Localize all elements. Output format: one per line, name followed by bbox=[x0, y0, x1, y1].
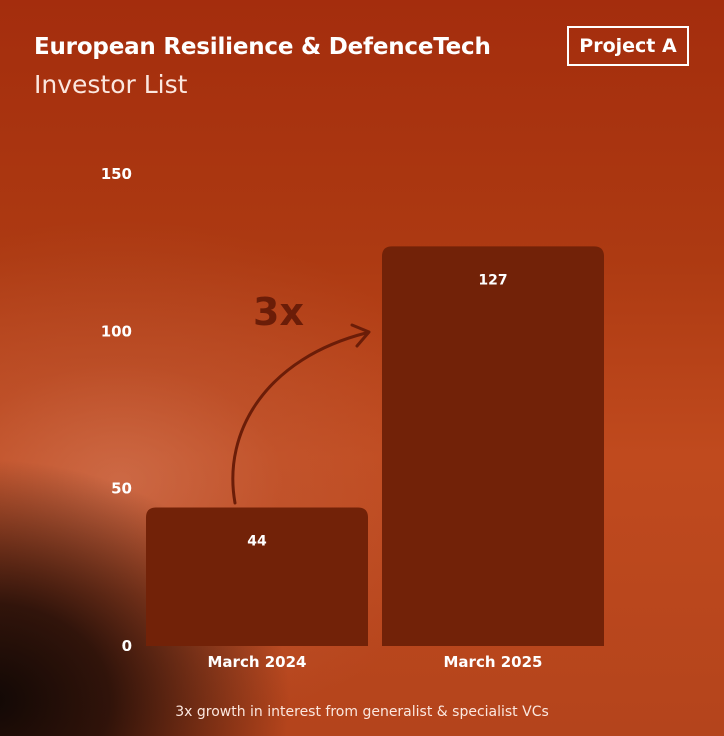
bar bbox=[382, 246, 604, 646]
project-badge: Project A bbox=[567, 26, 689, 66]
chart-subtitle: Investor List bbox=[34, 70, 188, 99]
chart-title: European Resilience & DefenceTech bbox=[34, 34, 491, 60]
y-tick-label: 50 bbox=[111, 480, 132, 498]
chart-caption: 3x growth in interest from generalist & … bbox=[175, 704, 549, 720]
bar bbox=[146, 507, 368, 646]
x-axis-labels: March 2024 March 2025 bbox=[208, 653, 543, 671]
growth-multiplier-label: 3x bbox=[253, 290, 304, 334]
bars bbox=[146, 246, 604, 646]
x-category-label: March 2024 bbox=[208, 653, 307, 671]
bar-value-label: 127 bbox=[478, 272, 507, 288]
bar-value-label: 44 bbox=[247, 534, 267, 550]
y-tick-label: 0 bbox=[122, 637, 132, 655]
growth-arrow bbox=[231, 331, 368, 505]
value-labels: 44 127 bbox=[247, 272, 507, 549]
y-axis-ticks: 0 50 100 150 bbox=[101, 165, 132, 655]
x-category-label: March 2025 bbox=[444, 653, 543, 671]
growth-annotation: 3x bbox=[231, 290, 371, 505]
y-tick-label: 150 bbox=[101, 165, 132, 183]
arrow-head-icon bbox=[350, 323, 371, 348]
y-tick-label: 100 bbox=[101, 322, 132, 340]
